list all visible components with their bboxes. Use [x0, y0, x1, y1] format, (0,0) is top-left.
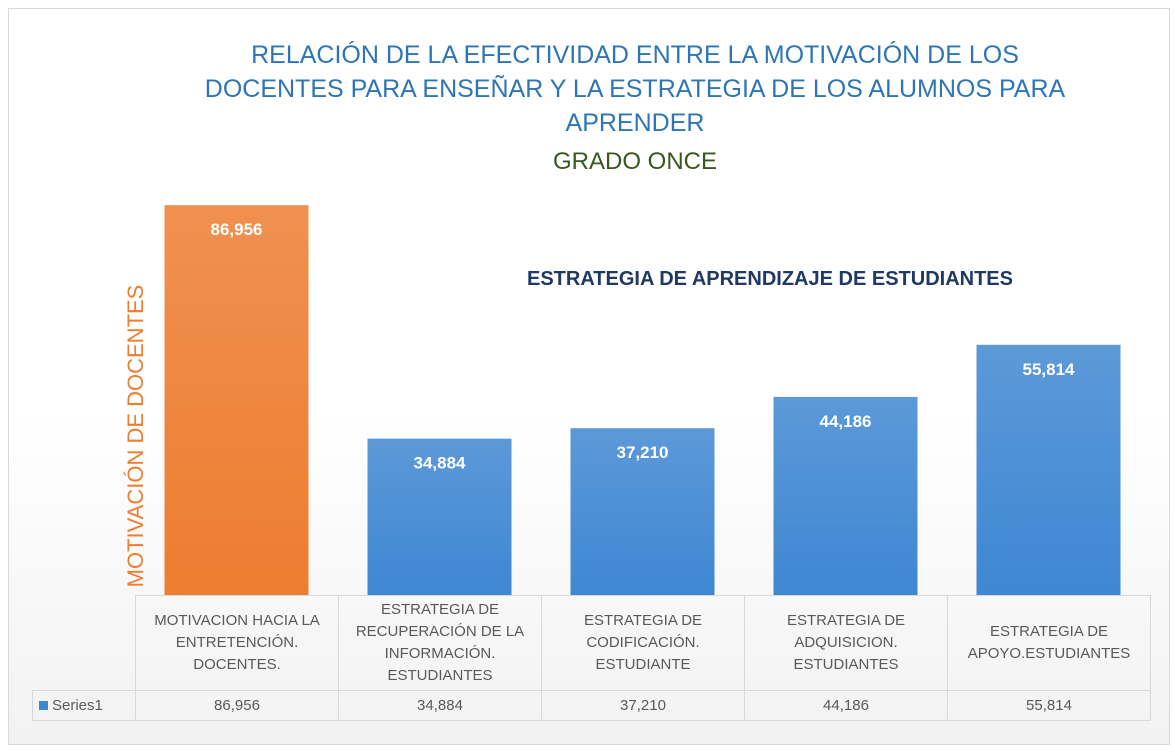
category-cell: ESTRATEGIA DE ADQUISICION. ESTUDIANTES — [744, 595, 948, 691]
data-label: 37,210 — [617, 443, 669, 462]
data-row: Series1 86,956 34,884 37,210 44,186 55,814 — [32, 690, 1151, 721]
data-label: 34,884 — [414, 454, 467, 473]
category-cell: MOTIVACION HACIA LA ENTRETENCIÓN. DOCENT… — [135, 595, 339, 691]
bar — [773, 396, 918, 595]
category-cell: ESTRATEGIA DE CODIFICACIÓN. ESTUDIANTE — [541, 595, 745, 691]
legend-cell: Series1 — [32, 690, 136, 721]
annotation: ESTRATEGIA DE APRENDIZAJE DE ESTUDIANTES — [527, 268, 1013, 290]
category-cell: ESTRATEGIA DE APOYO.ESTUDIANTES — [947, 595, 1151, 691]
bar — [570, 428, 715, 595]
value-cell: 37,210 — [541, 690, 745, 721]
value-cell: 44,186 — [744, 690, 948, 721]
data-label: 86,956 — [211, 220, 263, 239]
legend-swatch — [39, 701, 48, 710]
y-axis-label: MOTIVACIÓN DE DOCENTES — [123, 284, 148, 588]
chart-subtitle: GRADO ONCE — [552, 148, 717, 175]
bar — [976, 344, 1121, 595]
bar — [164, 205, 309, 595]
chart-title: RELACIÓN DE LA EFECTIVIDAD ENTRE LA MOTI… — [204, 41, 1066, 137]
data-label: 55,814 — [1023, 360, 1076, 379]
header-row: MOTIVACION HACIA LA ENTRETENCIÓN. DOCENT… — [33, 595, 1151, 691]
value-cell: 55,814 — [947, 690, 1151, 721]
value-cell: 34,884 — [338, 690, 542, 721]
category-cell: ESTRATEGIA DE RECUPERACIÓN DE LA INFORMA… — [338, 595, 542, 691]
bar — [367, 438, 512, 595]
legend-label: Series1 — [52, 697, 103, 714]
value-cell: 86,956 — [135, 690, 339, 721]
data-label: 44,186 — [820, 412, 872, 431]
data-table: MOTIVACION HACIA LA ENTRETENCIÓN. DOCENT… — [32, 595, 1151, 721]
corner-cell — [33, 596, 136, 691]
